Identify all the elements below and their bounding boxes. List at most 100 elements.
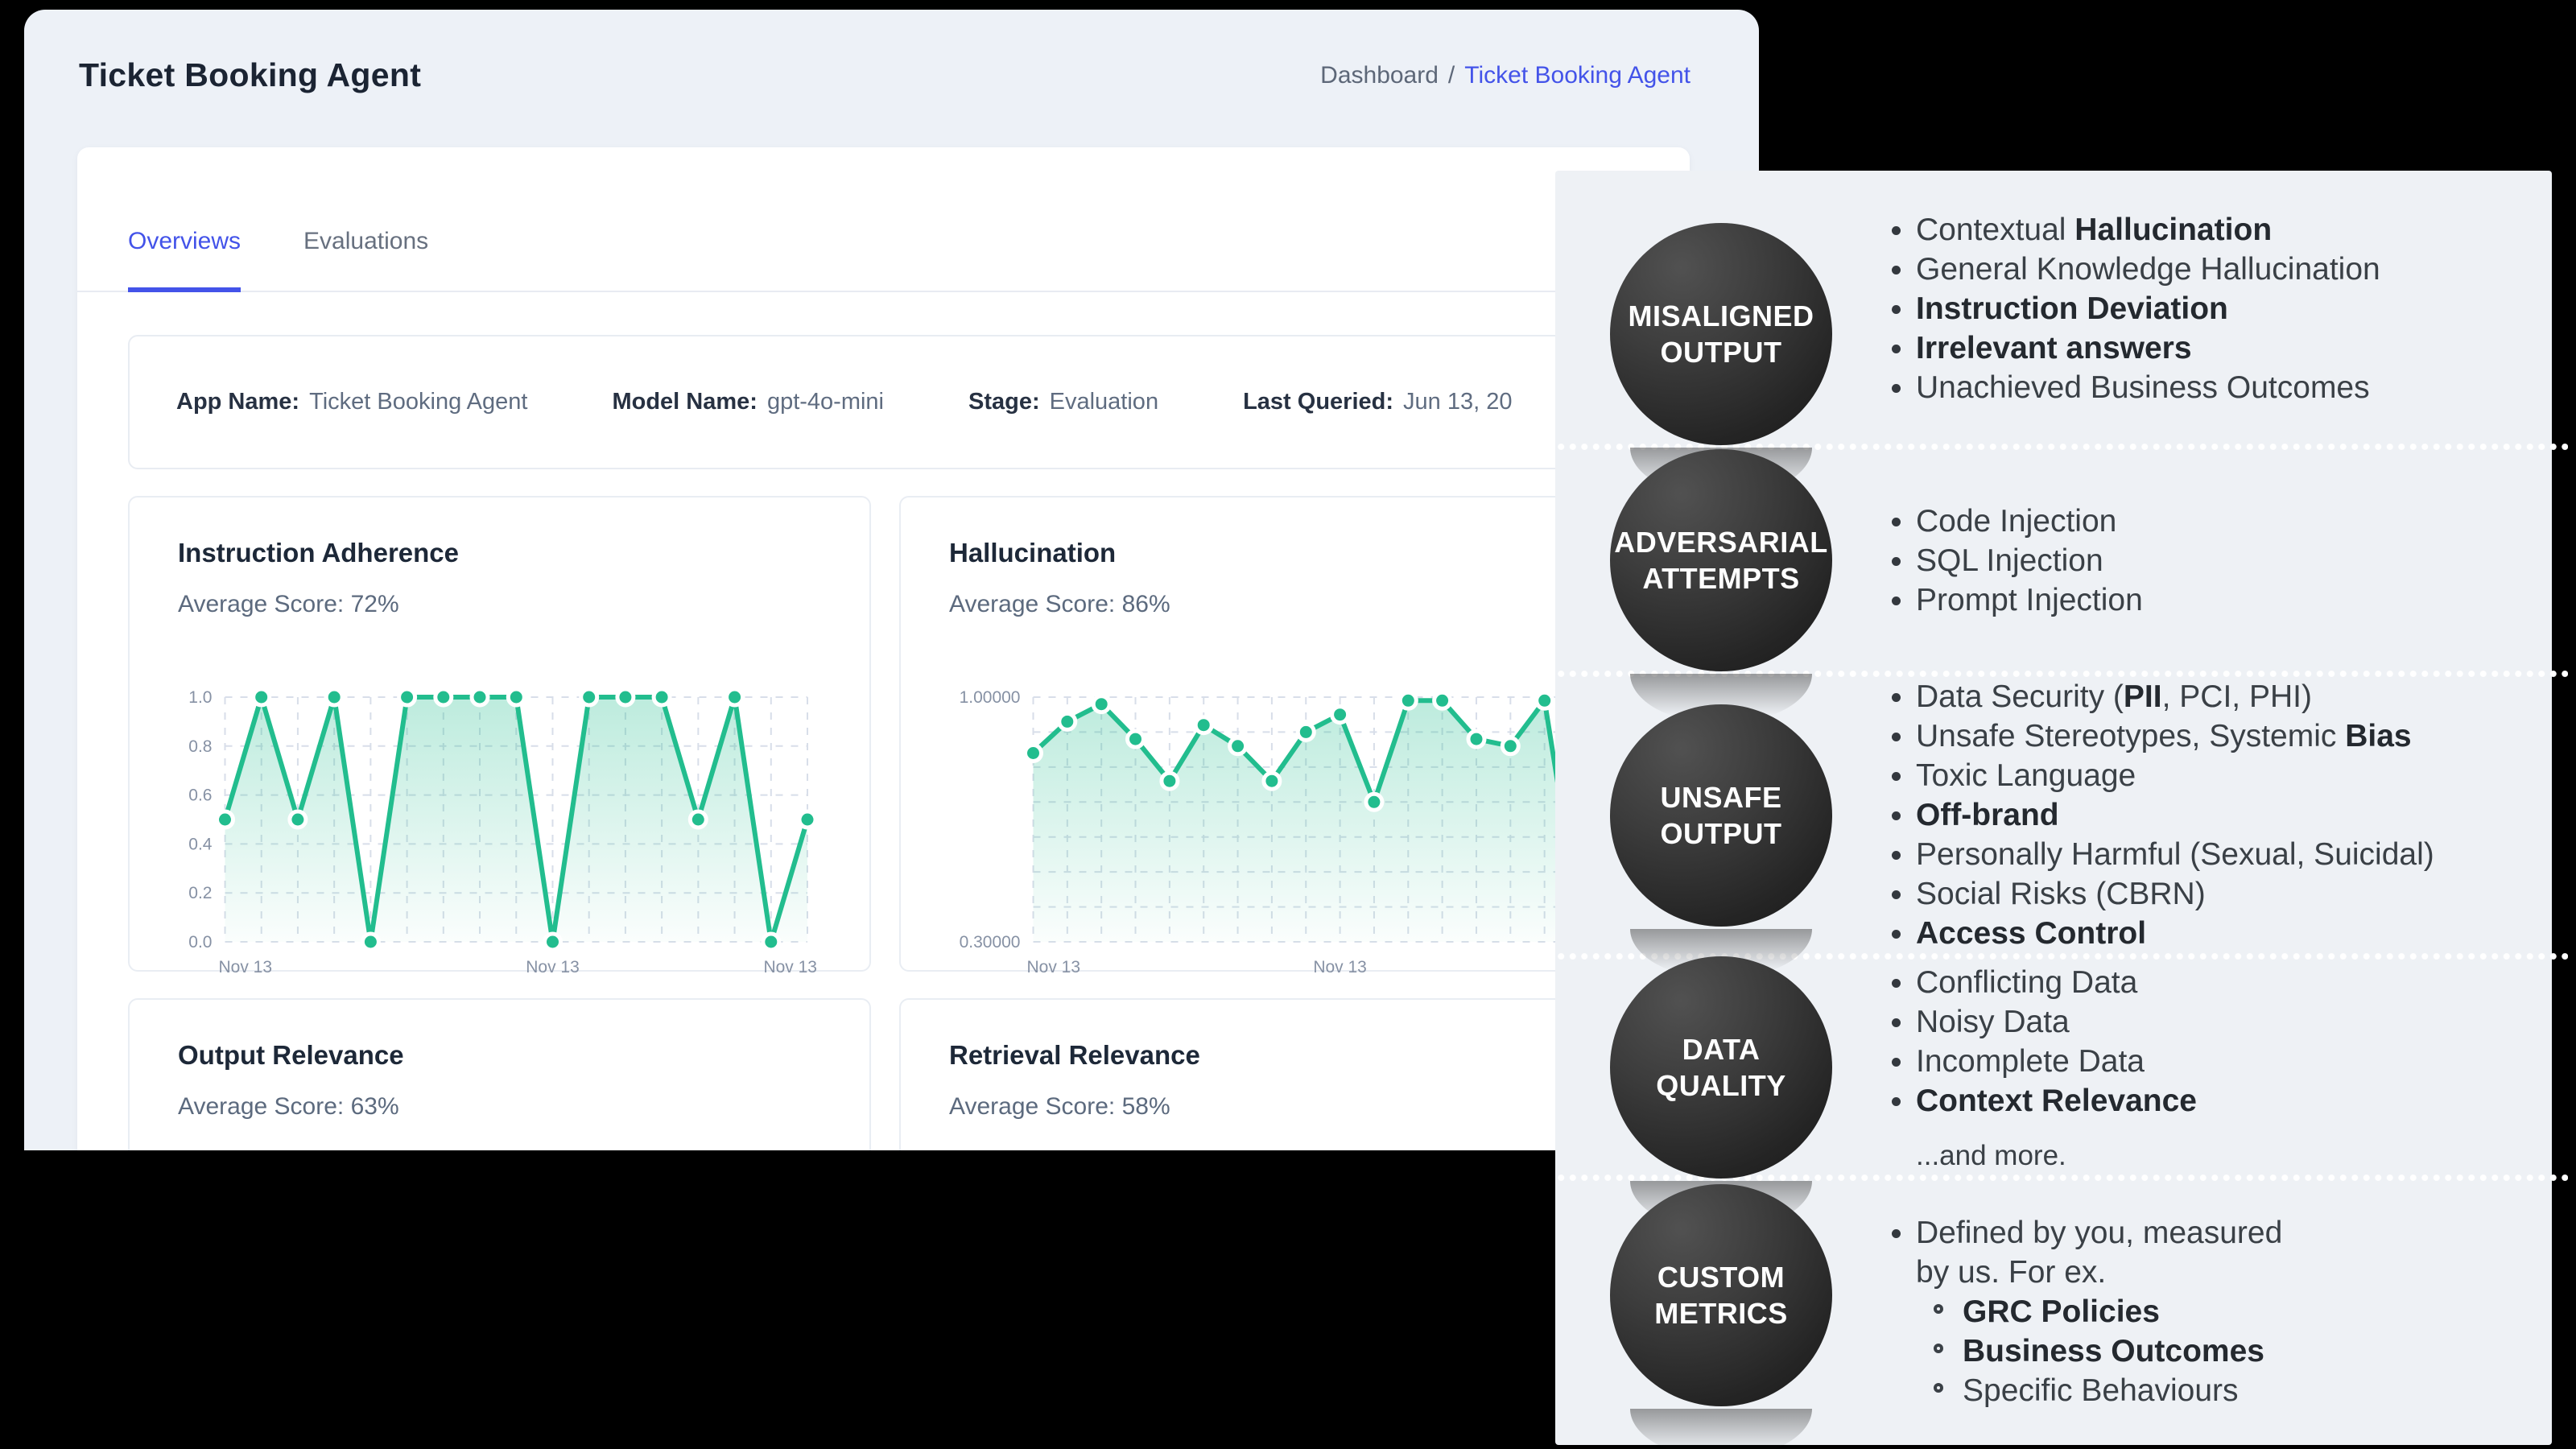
bubble-column: UNSAFE OUTPUT [1555, 704, 1887, 979]
tab-overviews[interactable]: Overviews [128, 228, 242, 292]
list-column: Defined by you, measured by us. For ex. G… [1887, 1213, 2552, 1410]
sub-list-item: GRC Policies [1934, 1292, 2552, 1331]
chart-average-score: Average Score: 58% [949, 1093, 1170, 1120]
unsafe-output-list: Data Security (PII, PCI, PHI) Unsafe Ster… [1887, 677, 2552, 953]
unsafe-output-bubble: UNSAFE OUTPUT [1610, 704, 1832, 979]
list-item: Conflicting Data [1892, 963, 2552, 1002]
svg-text:0.0: 0.0 [188, 933, 212, 952]
chart-title: Hallucination [949, 538, 1117, 568]
sub-list: GRC Policies Business Outcomes Specific Be… [1916, 1292, 2552, 1410]
list-column: Data Security (PII, PCI, PHI) Unsafe Ster… [1887, 677, 2552, 953]
bubble-label-line: OUTPUT [1660, 816, 1782, 850]
list-item: Prompt Injection [1892, 580, 2552, 620]
chart-title: Retrieval Relevance [949, 1040, 1200, 1070]
metric-card-hallucination: Hallucination Average Score: 86% 1.00000… [899, 496, 1642, 976]
bubble-label-line: METRICS [1654, 1297, 1788, 1330]
list-column: Conflicting Data Noisy Data Incomplete Dat… [1887, 963, 2552, 1172]
info-label: App Name: [176, 389, 300, 415]
svg-text:Nov 13: Nov 13 [219, 958, 273, 976]
list-item: Toxic Language [1892, 756, 2552, 795]
chart-title: Instruction Adherence [178, 538, 459, 568]
list-item: Unsafe Stereotypes, Systemic Bias [1892, 716, 2552, 756]
tab-evaluations[interactable]: Evaluations [303, 228, 429, 254]
svg-text:1.0: 1.0 [188, 688, 212, 707]
section-custom-metrics: CUSTOM METRICS Defined by you, measured b… [1555, 1178, 2552, 1449]
breadcrumb-separator: / [1447, 61, 1455, 89]
main-card: Overviews Evaluations App Name: Ticket Bo… [77, 147, 1690, 1150]
svg-text:0.2: 0.2 [188, 884, 212, 902]
bubble-label-line: OUTPUT [1660, 336, 1782, 369]
section-footer: ...and more. [1916, 1139, 2066, 1171]
bubble-label-line: ATTEMPTS [1642, 562, 1800, 595]
misaligned-output-list: Contextual Hallucination General Knowledg… [1887, 210, 2552, 407]
list-item: Incomplete Data [1892, 1042, 2552, 1081]
svg-text:Nov 13: Nov 13 [526, 958, 580, 976]
tab-bar: Overviews Evaluations [77, 147, 1690, 292]
info-model-name: Model Name: gpt-4o-mini [612, 389, 884, 415]
list-item: Contextual Hallucination [1892, 210, 2552, 250]
adversarial-attempts-list: Code Injection SQL Injection Prompt Inject… [1887, 502, 2552, 620]
list-item: Context Relevance [1892, 1081, 2552, 1121]
info-last-queried: Last Queried: Jun 13, 20 [1243, 389, 1512, 415]
svg-text:Nov 13: Nov 13 [1313, 958, 1367, 976]
list-item: Access Control [1892, 914, 2552, 953]
bubble-label-line: MISALIGNED [1628, 299, 1814, 332]
svg-text:0.30000: 0.30000 [960, 933, 1021, 952]
info-label: Last Queried: [1243, 389, 1394, 415]
svg-text:0.6: 0.6 [188, 786, 212, 805]
custom-metrics-list: Defined by you, measured by us. For ex. G… [1887, 1213, 2552, 1410]
sub-list-item: Business Outcomes [1934, 1331, 2552, 1371]
bubble-column: ADVERSARIAL ATTEMPTS [1555, 449, 1887, 724]
data-quality-bubble: DATA QUALITY [1610, 956, 1832, 1231]
bubble-column: DATA QUALITY [1555, 956, 1887, 1231]
info-value: Jun 13, 20 [1403, 389, 1513, 415]
chart-average-score: Average Score: 86% [949, 591, 1170, 617]
bubble-label-line: QUALITY [1656, 1068, 1786, 1102]
bubble-column: CUSTOM METRICS [1555, 1178, 1887, 1449]
list-item: Data Security (PII, PCI, PHI) [1892, 677, 2552, 716]
section-misaligned-output: MISALIGNED OUTPUT Contextual Hallucinatio… [1555, 171, 2568, 497]
svg-text:0.4: 0.4 [188, 835, 213, 853]
list-column: Contextual Hallucination General Knowledg… [1887, 210, 2552, 407]
section-data-quality: DATA QUALITY Conflicting Data Noisy Data In… [1555, 956, 2568, 1231]
svg-text:Nov 13: Nov 13 [1027, 958, 1081, 976]
chart-average-score: Average Score: 72% [178, 591, 399, 617]
chart-average-score: Average Score: 63% [178, 1093, 399, 1120]
metric-card-retrieval-relevance: Retrieval Relevance Average Score: 58% [899, 998, 1642, 1150]
list-item: Code Injection [1892, 502, 2552, 541]
list-item: Unachieved Business Outcomes [1892, 368, 2552, 407]
breadcrumb-dashboard-link[interactable]: Dashboard [1320, 61, 1439, 89]
section-unsafe-output: UNSAFE OUTPUT Data Security (PII, PCI, PH… [1555, 674, 2568, 979]
metric-card-instruction-adherence: Instruction Adherence Average Score: 72%… [128, 496, 871, 976]
info-value: Ticket Booking Agent [309, 389, 528, 415]
svg-text:0.8: 0.8 [188, 737, 212, 756]
section-adversarial-attempts: ADVERSARIAL ATTEMPTS Code Injection SQL In… [1555, 447, 2568, 724]
list-item: SQL Injection [1892, 541, 2552, 580]
svg-text:1.00000: 1.00000 [960, 688, 1021, 707]
page-title: Ticket Booking Agent [79, 56, 422, 93]
list-item: Instruction Deviation [1892, 289, 2552, 328]
line-chart: 1.0 0.8 0.6 0.4 0.2 0.0 Nov 13 Nov 13 Nov 13 [188, 687, 818, 976]
app-info-bar: App Name: Ticket Booking Agent Model Name… [128, 335, 1639, 469]
metric-cards-grid: Instruction Adherence Average Score: 72%… [128, 496, 1642, 1150]
list-item: Off-brand [1892, 795, 2552, 835]
data-quality-list: Conflicting Data Noisy Data Incomplete Dat… [1887, 963, 2552, 1121]
bubble-label-line: UNSAFE [1660, 780, 1782, 814]
bubble-label-line: ADVERSARIAL [1614, 526, 1828, 559]
bubble-label-line: DATA [1682, 1032, 1761, 1066]
list-item: General Knowledge Hallucination [1892, 250, 2552, 289]
risk-categories-overlay: MISALIGNED OUTPUT Contextual Hallucinatio… [1555, 171, 2568, 1449]
dashboard-header: Ticket Booking Agent Dashboard / Ticket Bo… [79, 56, 1690, 94]
list-item: Irrelevant answers [1892, 328, 2552, 368]
breadcrumb-current-link[interactable]: Ticket Booking Agent [1464, 61, 1690, 89]
list-item: Defined by you, measured by us. For ex. G… [1892, 1213, 2552, 1410]
list-column: Code Injection SQL Injection Prompt Inject… [1887, 502, 2552, 620]
breadcrumb: Dashboard / Ticket Booking Agent [1320, 62, 1690, 89]
info-value: gpt-4o-mini [766, 389, 884, 415]
sub-list-item: Specific Behaviours [1934, 1371, 2552, 1410]
misaligned-output-bubble: MISALIGNED OUTPUT [1610, 223, 1832, 497]
list-item: Personally Harmful (Sexual, Suicidal) [1892, 835, 2552, 874]
dashboard-panel: Ticket Booking Agent Dashboard / Ticket Bo… [24, 10, 1759, 1150]
